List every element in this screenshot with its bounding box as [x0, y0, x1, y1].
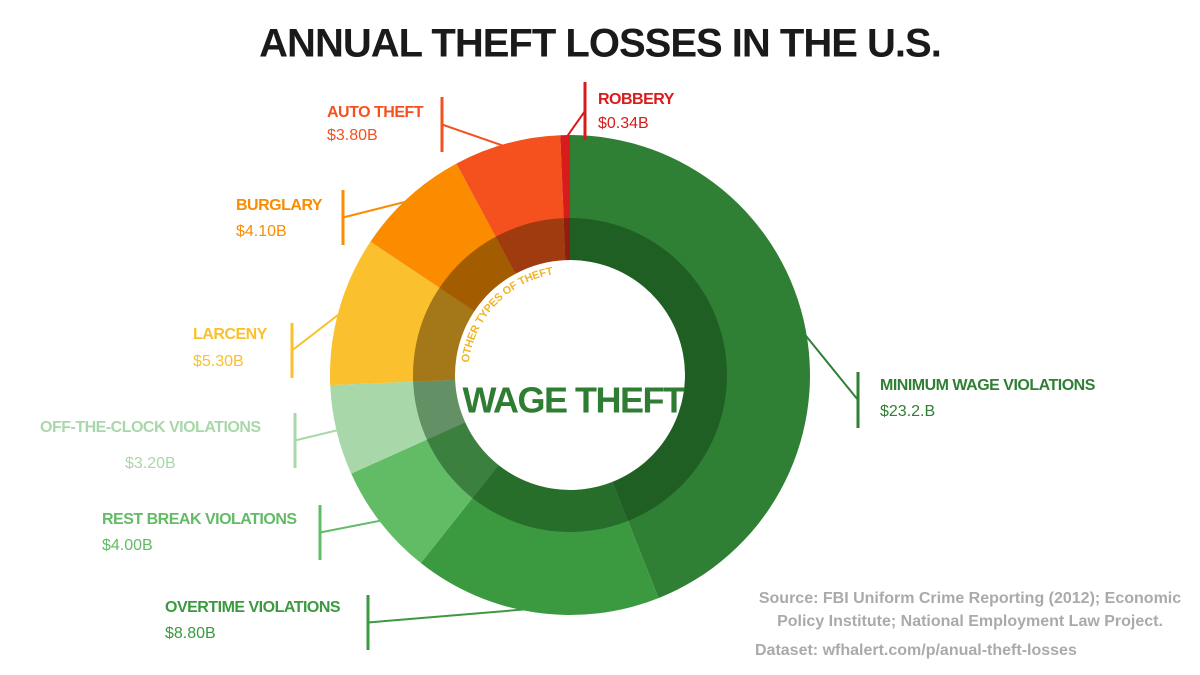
- leader-line: [801, 330, 859, 401]
- slice: [570, 135, 810, 599]
- category-label: ROBBERY: [598, 91, 675, 108]
- category-label: OFF-THE-CLOCK VIOLATIONS: [40, 419, 261, 436]
- leader-line: [564, 110, 586, 140]
- category-label: OVERTIME VIOLATIONS: [165, 599, 341, 616]
- category-label: REST BREAK VIOLATIONS: [102, 511, 297, 528]
- slice: [351, 422, 499, 564]
- value-label: $4.00B: [102, 537, 153, 554]
- category-label: MINIMUM WAGE VIOLATIONS: [880, 377, 1096, 394]
- leader-line: [441, 123, 509, 149]
- slice: [330, 379, 466, 474]
- leader-line: [291, 310, 344, 352]
- category-label: BURGLARY: [236, 197, 323, 214]
- slice: [560, 135, 570, 261]
- slice: [330, 241, 475, 386]
- leader-line: [367, 607, 536, 624]
- source-line: Source: FBI Uniform Crime Reporting (201…: [759, 590, 1181, 607]
- value-label: $4.10B: [236, 223, 287, 240]
- dataset-note: Dataset: wfhalert.com/p/anual-theft-loss…: [755, 642, 1077, 659]
- slice: [456, 135, 566, 274]
- value-label: $0.34B: [598, 115, 649, 132]
- chart-title: ANNUAL THEFT LOSSES IN THE U.S.: [259, 22, 941, 66]
- slice: [420, 465, 659, 615]
- leader-line: [319, 519, 385, 534]
- value-label: $3.20B: [125, 455, 176, 472]
- group-label: WAGE THEFT: [463, 380, 685, 421]
- value-label: $8.80B: [165, 625, 216, 642]
- category-label: AUTO THEFT: [327, 104, 424, 121]
- leader-line: [294, 428, 341, 442]
- value-label: $3.80B: [327, 127, 378, 144]
- category-label: LARCENY: [193, 326, 268, 343]
- leader-line: [342, 199, 412, 219]
- value-label: $5.30B: [193, 353, 244, 370]
- group-ring: [412, 218, 570, 382]
- value-label: $23.2.B: [880, 403, 935, 420]
- source-line: Policy Institute; National Employment La…: [777, 613, 1163, 630]
